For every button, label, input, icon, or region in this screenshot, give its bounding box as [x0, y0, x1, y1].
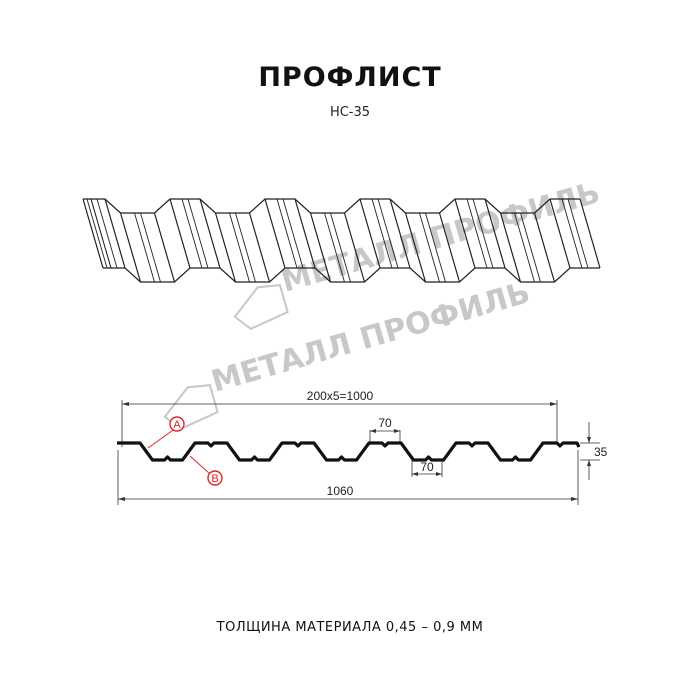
sheet-top-edge: [83, 198, 580, 214]
svg-text:A: A: [173, 419, 181, 431]
sheet-rib-line: [282, 198, 304, 269]
sheet-fold-line: [499, 212, 522, 283]
sheet-rib-line: [324, 212, 345, 283]
marker-a: A: [147, 416, 185, 449]
sheet-rib-line: [134, 212, 155, 283]
sheet-fold-line: [264, 198, 286, 269]
sheet-edge-lap-line: [90, 198, 112, 269]
sheet-fold-line: [248, 212, 271, 283]
page-title: ПРОФЛИСТ: [258, 62, 442, 93]
sheet-rib-line: [520, 212, 541, 283]
sheet-fold-line: [404, 212, 427, 283]
sheet-fold-line: [214, 212, 237, 283]
sheet-3d-view: [82, 198, 601, 283]
material-thickness-note: ТОЛЩИНА МАТЕРИАЛА 0,45 – 0,9 ММ: [216, 620, 484, 635]
height-dimension: 35: [594, 445, 608, 459]
dimension-lines: [117, 400, 600, 505]
svg-text:МЕТАЛЛ ПРОФИЛЬ: МЕТАЛЛ ПРОФИЛЬ: [208, 275, 534, 399]
sheet-fold-line: [199, 198, 221, 269]
marker-b: B: [189, 455, 223, 486]
sheet-rib-line: [140, 212, 161, 283]
svg-text:B: B: [211, 473, 218, 485]
sheet-fold-line: [104, 198, 126, 269]
sheet-rib-line: [371, 198, 393, 269]
top-width-dimension: 70: [378, 416, 392, 430]
sheet-fold-line: [119, 212, 142, 283]
sheet-rib-line: [419, 212, 440, 283]
sheet-rib-line: [276, 198, 298, 269]
sheet-fold-line: [359, 198, 381, 269]
sheet-bottom-edge: [103, 267, 600, 283]
pitch-dimension: 200x5=1000: [307, 389, 374, 403]
sheet-rib-line: [567, 198, 589, 269]
total-width-dimension: 1060: [327, 484, 354, 498]
sheet-edge-lap-line: [86, 198, 108, 269]
sheet-rib-line: [181, 198, 203, 269]
sheet-rib-line: [561, 198, 583, 269]
sheet-rib-line: [514, 212, 535, 283]
sheet-rib-line: [472, 198, 494, 269]
sheet-rib-line: [235, 212, 256, 283]
sheet-fold-line: [169, 198, 191, 269]
sheet-fold-line: [484, 198, 506, 269]
bottom-width-dimension: 70: [420, 460, 434, 474]
sheet-rib-line: [187, 198, 209, 269]
sheet-rib-line: [96, 198, 118, 269]
sheet-rib-line: [377, 198, 399, 269]
sheet-fold-line: [309, 212, 332, 283]
sheet-fold-line: [294, 198, 316, 269]
profile-cross-section: [117, 441, 581, 462]
sheet-fold-line: [82, 198, 104, 269]
dimension-arrows: [118, 402, 591, 501]
model-subtitle: НС-35: [329, 105, 371, 120]
sheet-fold-line: [438, 212, 461, 283]
sheet-fold-line: [389, 198, 411, 269]
sheet-fold-line: [343, 212, 366, 283]
sheet-fold-line: [153, 212, 176, 283]
sheet-fold-line: [533, 212, 556, 283]
sheet-rib-line: [330, 212, 351, 283]
sheet-fold-line: [454, 198, 476, 269]
watermark-bottom: МЕТАЛЛ ПРОФИЛЬ: [163, 275, 534, 431]
sheet-fold-line: [579, 198, 601, 269]
sheet-rib-line: [466, 198, 488, 269]
sheet-rib-line: [425, 212, 446, 283]
sheet-fold-line: [549, 198, 571, 269]
sheet-rib-line: [229, 212, 250, 283]
